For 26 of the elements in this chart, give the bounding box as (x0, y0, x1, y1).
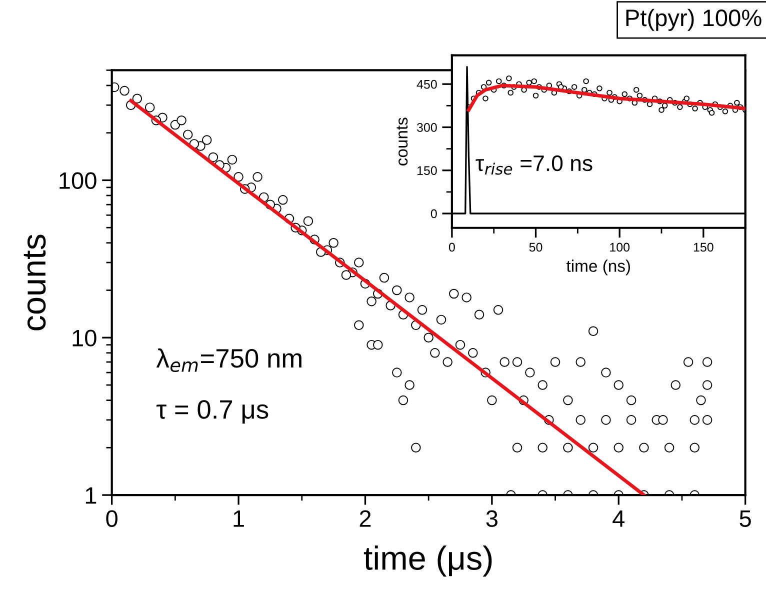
x-tick-label: 4 (612, 510, 624, 527)
annotation: τ$_{rise}$ =7.0 ns (476, 155, 592, 175)
y-axis-title: counts (396, 118, 408, 166)
text: Pt(pyr) 100% (626, 8, 762, 31)
x-tick-label: 3 (486, 510, 498, 527)
x-tick-label: 100 (610, 242, 630, 252)
x-tick-label: 2 (360, 510, 371, 527)
y-tick-label: 1 (86, 487, 96, 504)
x-axis-title: time (μs) (364, 546, 492, 577)
line-series (466, 84, 746, 112)
x-tick-label: 1 (234, 510, 244, 527)
annotation: τ = 0.7 μs (156, 400, 268, 424)
y-tick-label: 450 (416, 80, 437, 89)
x-tick-label: 50 (529, 242, 542, 252)
x-axis-title: time (ns) (566, 260, 630, 276)
y-tick-label: 10 (72, 330, 96, 346)
y-tick-label: 0 (430, 209, 437, 218)
x-tick-label: 150 (694, 242, 714, 252)
x-tick-label: 0 (448, 242, 455, 252)
y-tick-label: 100 (60, 172, 96, 190)
x-tick-label: 0 (106, 510, 118, 527)
y-tick-label: 150 (417, 166, 437, 176)
y-axis-title: counts (24, 234, 46, 330)
y-tick-label: 300 (416, 123, 437, 132)
x-tick-label: 5 (740, 510, 751, 527)
annotation: λ$_{em}$=750 nm (156, 348, 302, 372)
